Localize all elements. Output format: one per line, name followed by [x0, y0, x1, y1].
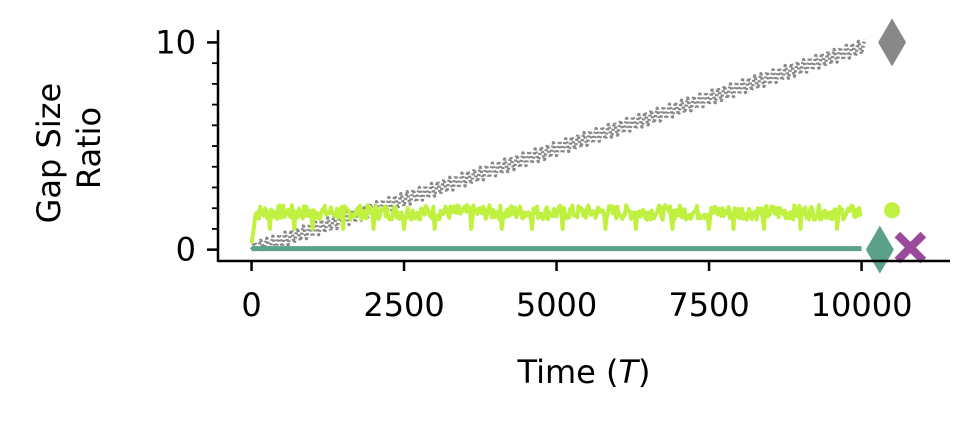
- x-tick-label: 7500: [668, 286, 749, 324]
- y-axis-label: Gap Size Ratio: [30, 73, 108, 224]
- x-axis-label: Time (T): [517, 353, 651, 391]
- y-axis-label-line-2: Ratio: [70, 107, 108, 189]
- end-marker-circle: [884, 202, 901, 219]
- x-axis-label-end: ): [638, 353, 650, 391]
- x-tick-label: 5000: [516, 286, 597, 324]
- y-tick-label: 10: [155, 23, 196, 61]
- x-tick-label: 10000: [811, 286, 913, 324]
- x-tick-label: 0: [241, 286, 261, 324]
- end-marker-diamond: [878, 18, 907, 67]
- x-axis-label-main: Time (: [517, 353, 619, 391]
- axes: [216, 30, 950, 263]
- end-marker-cross: [894, 231, 927, 264]
- x-axis-label-italic: T: [618, 353, 640, 391]
- plot-area: [249, 18, 927, 274]
- y-tick-label: 0: [176, 231, 196, 269]
- end-marker-diamond: [865, 225, 894, 274]
- series-line-ratio-band: [249, 203, 863, 244]
- ticks: 0 2500 5000 7500 10000 0 10: [155, 23, 912, 324]
- y-axis-label-line-1: Gap Size: [30, 83, 68, 224]
- x-tick-label: 2500: [363, 286, 444, 324]
